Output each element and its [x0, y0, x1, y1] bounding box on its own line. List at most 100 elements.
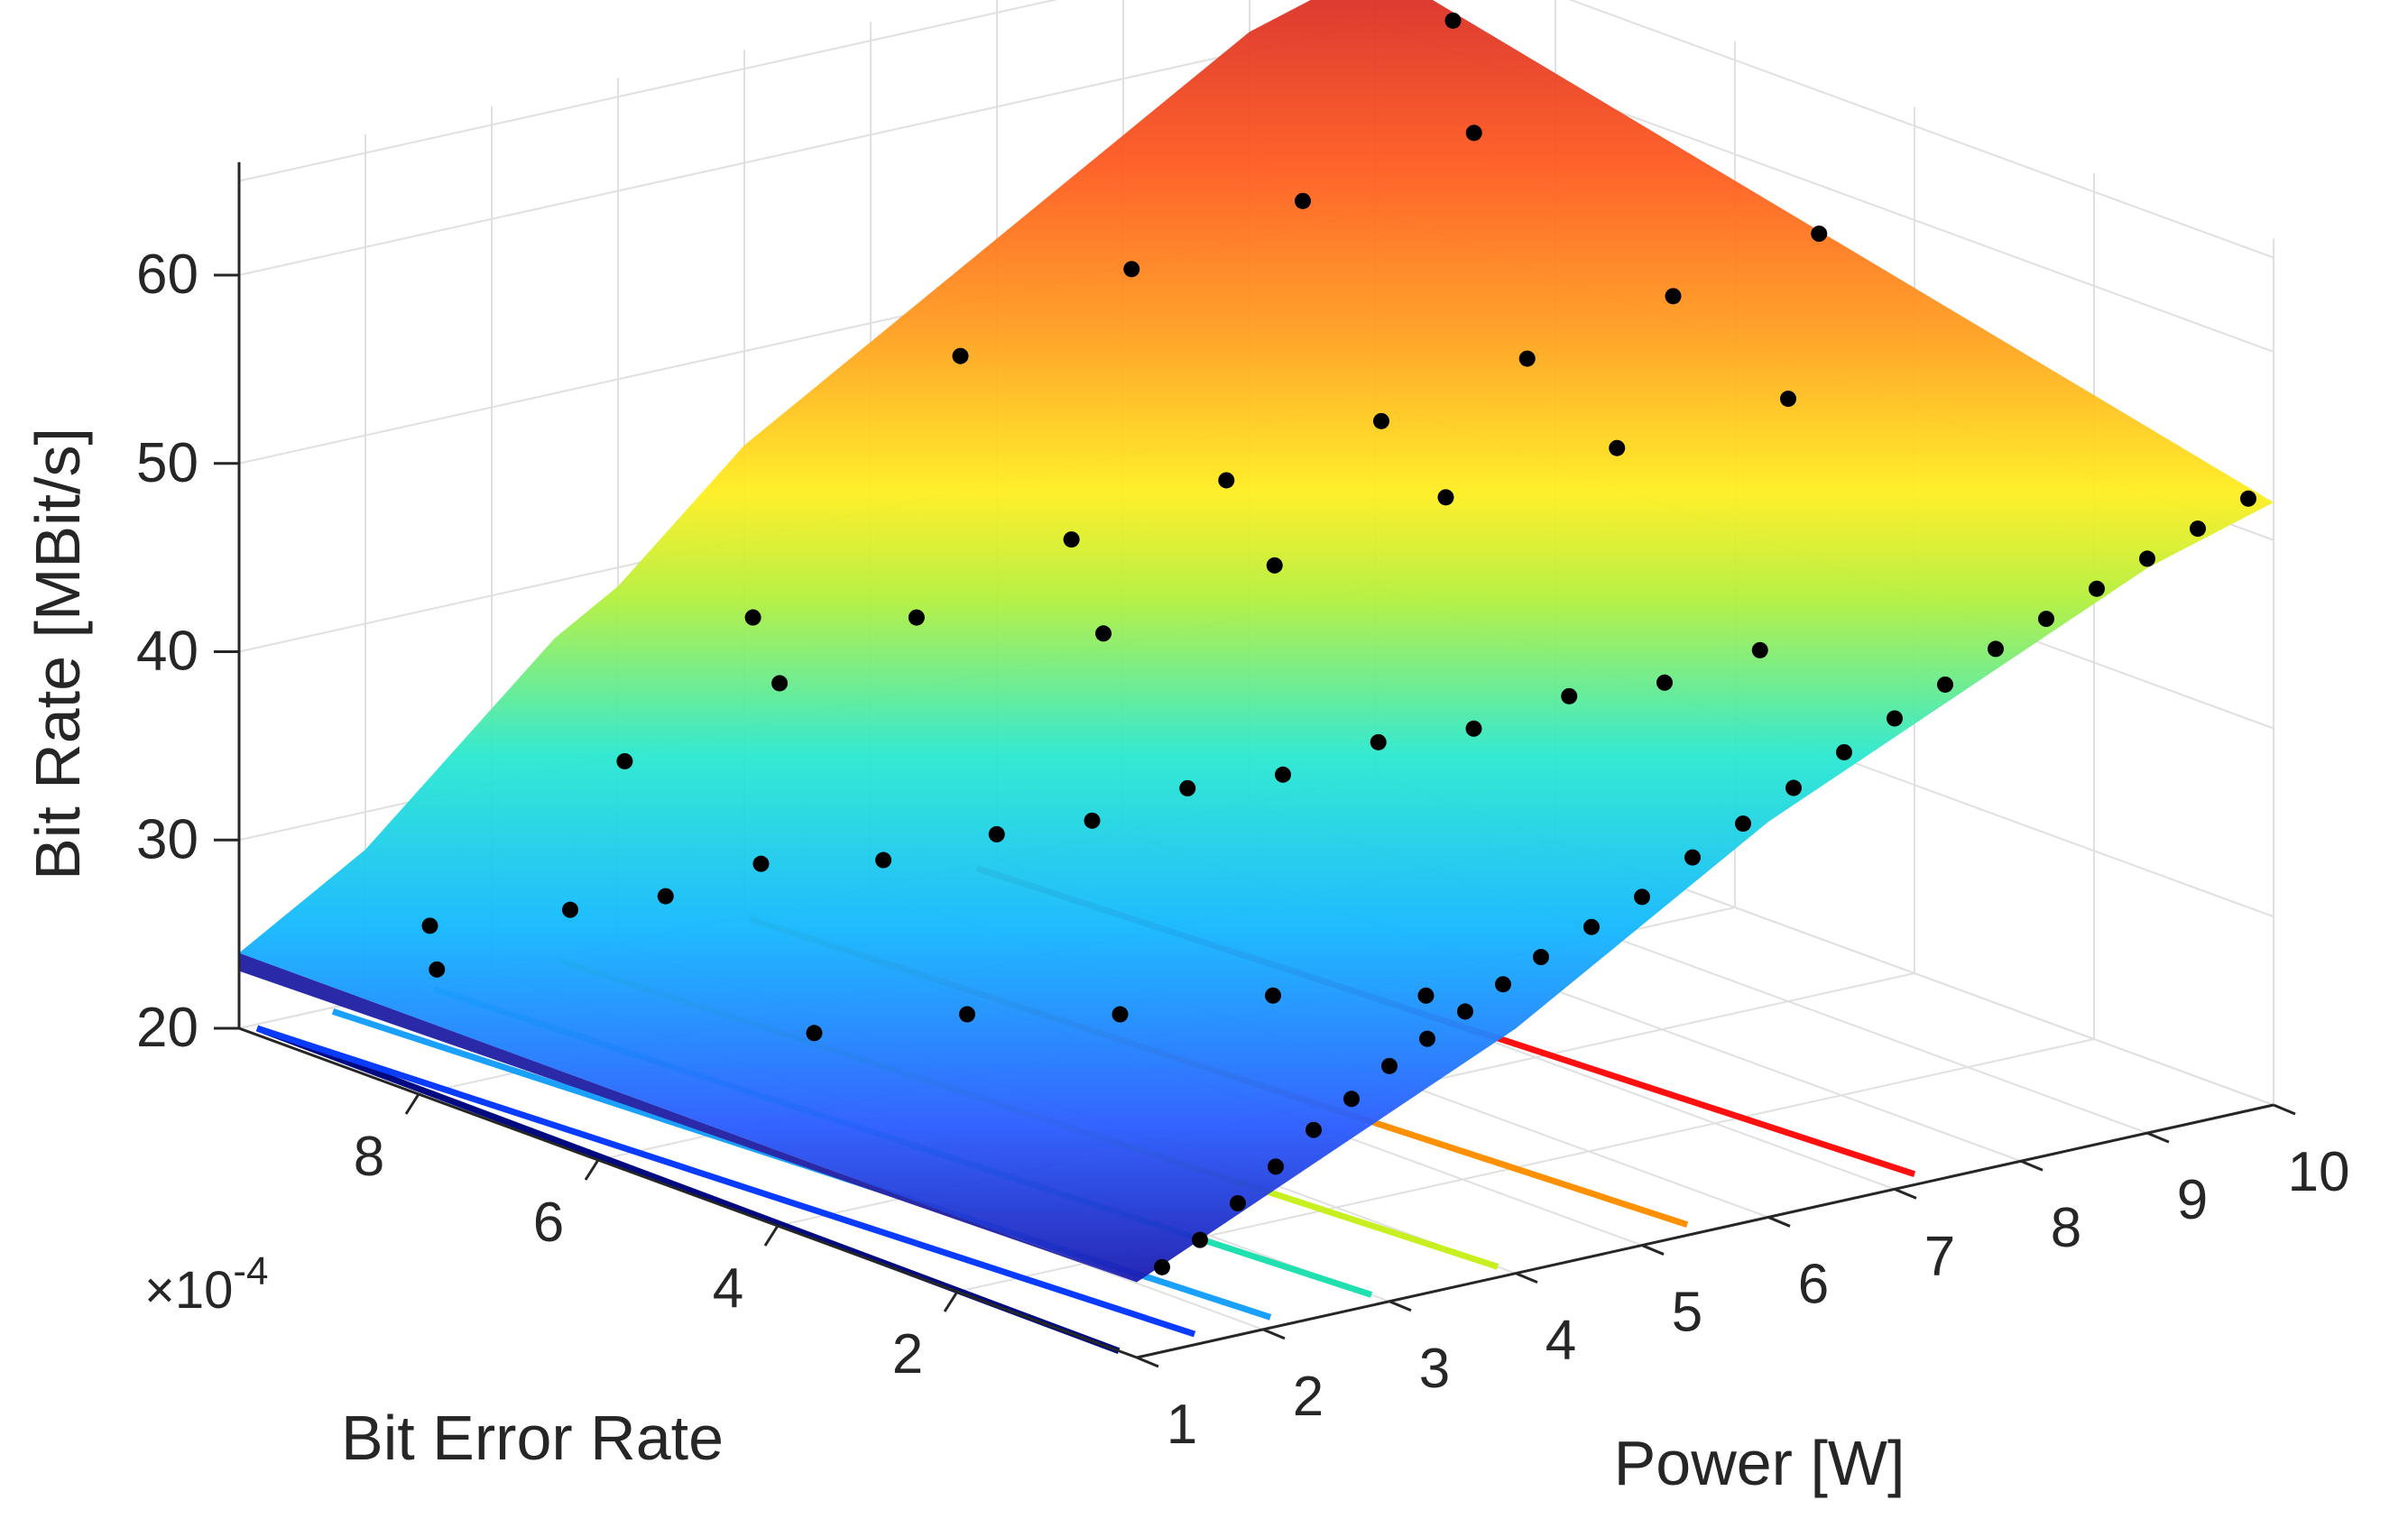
z-tick-label: 40 [136, 621, 198, 683]
scatter-point [1084, 812, 1101, 829]
scatter-point [1465, 124, 1482, 142]
x-tick [1389, 1300, 1412, 1312]
edge-point [1533, 949, 1549, 966]
scatter-point [421, 917, 438, 934]
axes: 20 30 40 50 60 2 4 6 8 1 2 3 4 5 6 7 8 9 10 [136, 161, 2350, 1456]
y-axis-line [238, 1026, 1138, 1359]
surface [239, 0, 2274, 1283]
edge-point [1419, 1030, 1435, 1047]
scatter-point [1518, 350, 1536, 367]
grid-line-back-z [238, 22, 1377, 276]
edge-point [1268, 1158, 1284, 1175]
scatter-point [771, 675, 789, 692]
x-tick [1136, 1356, 1159, 1368]
x-axis-title: Power [W] [1614, 1428, 1905, 1498]
x-tick [2146, 1131, 2170, 1144]
x-tick-label: 8 [2051, 1197, 2081, 1259]
scatter-point [952, 347, 969, 364]
scatter-point [875, 851, 892, 869]
edge-point [1887, 710, 1903, 727]
scatter-points [421, 12, 2256, 1275]
y-tick [943, 1291, 959, 1312]
edge-point [2190, 520, 2206, 538]
scatter-point [1444, 12, 1462, 29]
grid-line-side-z [1568, 0, 2274, 259]
scatter-point [1561, 687, 1578, 704]
x-tick-label: 3 [1419, 1338, 1450, 1400]
scatter-point [744, 609, 761, 626]
x-tick-label: 7 [1924, 1225, 1955, 1287]
scatter-point [1179, 779, 1196, 796]
scatter-point [1780, 391, 1796, 408]
scatter-point [1437, 489, 1454, 506]
edge-point [1192, 1231, 1208, 1248]
y-tick-label: 8 [354, 1126, 384, 1188]
z-tick-label: 20 [136, 997, 198, 1059]
edge-point [1634, 888, 1650, 906]
x-axis-line [1136, 1103, 2274, 1359]
scatter-point [1665, 288, 1682, 305]
scatter-point [1123, 261, 1140, 278]
z-tick-label: 60 [136, 244, 198, 306]
x-tick-label: 2 [1293, 1366, 1324, 1428]
x-tick-label: 9 [2177, 1169, 2208, 1231]
x-tick [1767, 1216, 1791, 1228]
y-exponent-power: -4 [233, 1249, 268, 1293]
y-tick [584, 1159, 600, 1181]
edge-point [1836, 743, 1852, 760]
scatter-point [1266, 557, 1283, 574]
z-tick-label: 50 [136, 432, 198, 494]
edge-point [1583, 918, 1600, 935]
edge-point [1230, 1194, 1246, 1211]
scatter-point [1095, 625, 1112, 642]
scatter-point [1218, 472, 1235, 489]
surface-left-edge [239, 953, 1137, 1283]
z-tick-label: 30 [136, 808, 198, 870]
scatter-point [1609, 439, 1626, 456]
scatter-point [959, 1006, 975, 1023]
edge-point [1937, 676, 1953, 693]
y-tick-label: 4 [713, 1257, 743, 1320]
scatter-point [1295, 192, 1311, 209]
edge-point [1785, 779, 1802, 796]
contour-line [255, 1025, 1196, 1338]
scatter-point [1112, 1006, 1129, 1023]
scatter-point [1751, 641, 1768, 658]
z-axis-title: Bit Rate [MBit/s] [23, 428, 93, 880]
scatter-point [1275, 766, 1291, 783]
scatter-point [806, 1025, 823, 1042]
y-tick-label: 6 [533, 1192, 564, 1254]
edge-point [1381, 1057, 1398, 1074]
x-tick-label: 6 [1798, 1253, 1829, 1315]
edge-point [2240, 490, 2256, 507]
edge-point [1684, 849, 1701, 866]
scatter-point [1417, 987, 1435, 1004]
x-tick [1262, 1328, 1286, 1340]
y-tick [404, 1093, 420, 1115]
y-exponent-label: ×10-4 [144, 1249, 269, 1320]
grid-line-back-z [238, 0, 1058, 182]
scatter-point [1811, 226, 1828, 243]
scatter-point [988, 825, 1005, 842]
edge-point [1305, 1121, 1322, 1138]
edge-point [1343, 1091, 1360, 1108]
scatter-point [1265, 987, 1281, 1004]
x-tick [2273, 1103, 2296, 1116]
edge-point [2139, 550, 2155, 567]
edge-point [1988, 640, 2004, 658]
x-tick [1515, 1272, 1538, 1284]
x-tick [1641, 1244, 1665, 1256]
x-tick [1894, 1187, 1917, 1200]
scatter-point [1063, 531, 1080, 548]
scatter-point [1465, 720, 1482, 737]
edge-point [1735, 815, 1751, 833]
x-tick-label: 5 [1672, 1282, 1702, 1344]
scatter-point [1370, 733, 1387, 750]
edge-point [1154, 1258, 1170, 1275]
scatter-point [1373, 412, 1389, 429]
scatter-point [562, 901, 578, 918]
scatter-point [657, 888, 674, 905]
scatter-point [908, 609, 925, 626]
x-tick-label: 10 [2288, 1141, 2350, 1203]
